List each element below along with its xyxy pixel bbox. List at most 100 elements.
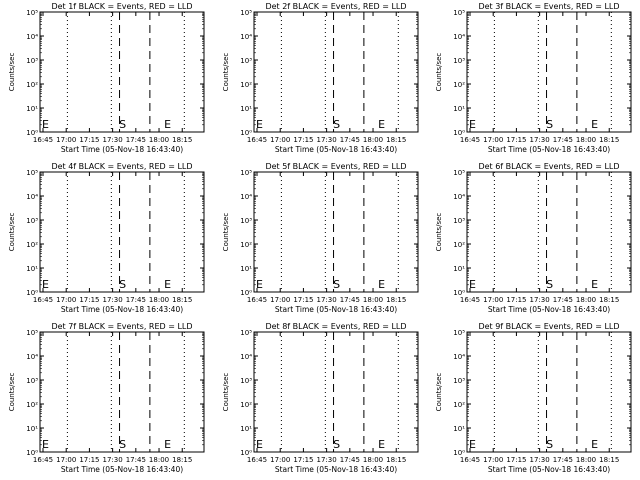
x-tick-label: 17:45 (126, 296, 146, 304)
x-tick-label: 17:00 (270, 296, 290, 304)
y-axis-label: Counts/sec (8, 213, 16, 252)
x-tick-label: 18:00 (149, 296, 169, 304)
annotation-s: S (546, 278, 553, 291)
x-tick-label: 17:45 (553, 296, 573, 304)
panel-title: Det 9f BLACK = Events, RED = LLD (478, 322, 619, 331)
x-tick-label: 17:00 (56, 136, 76, 144)
y-axis-label: Counts/sec (435, 53, 443, 92)
annotation-s: S (546, 118, 553, 131)
x-tick-label: 18:15 (172, 136, 192, 144)
x-tick-label: 18:15 (172, 456, 192, 464)
y-tick-label: 10⁴ (240, 33, 252, 41)
x-tick-label: 17:15 (79, 456, 99, 464)
panel-4: Det 4f BLACK = Events, RED = LLD 10⁰ 10¹ 10… (8, 162, 205, 314)
x-tick-label: 17:00 (56, 296, 76, 304)
y-tick-label: 10⁰ (240, 129, 252, 137)
annotation-e: E (256, 118, 263, 131)
x-tick-label: 16:45 (460, 296, 480, 304)
y-tick-label: 10² (453, 241, 465, 249)
x-tick-label: 17:45 (126, 136, 146, 144)
x-tick-label: 17:00 (270, 456, 290, 464)
y-tick-label: 10⁵ (240, 169, 252, 177)
x-tick-label: 18:15 (386, 456, 406, 464)
annotation-e: E (164, 438, 171, 451)
x-axis-label: Start Time (05-Nov-18 16:43:40) (61, 465, 183, 474)
x-tick-label: 18:00 (576, 296, 596, 304)
plot-frame (253, 11, 419, 133)
annotation-e: E (164, 118, 171, 131)
y-tick-label: 10² (453, 81, 465, 89)
x-tick-label: 17:45 (553, 136, 573, 144)
x-tick-label: 16:45 (33, 136, 53, 144)
x-tick-label: 18:15 (599, 296, 619, 304)
y-tick-label: 10⁰ (453, 449, 465, 457)
y-tick-label: 10⁵ (26, 329, 38, 337)
x-tick-label: 18:00 (363, 296, 383, 304)
panel-title: Det 5f BLACK = Events, RED = LLD (265, 162, 406, 171)
y-tick-label: 10³ (240, 57, 252, 65)
x-tick-label: 17:30 (317, 296, 337, 304)
annotation-e: E (42, 118, 49, 131)
panel-2: Det 2f BLACK = Events, RED = LLD 10⁰ 10¹ 10… (222, 2, 419, 154)
x-tick-label: 17:30 (317, 456, 337, 464)
y-tick-label: 10² (26, 401, 38, 409)
y-tick-label: 10⁴ (26, 193, 38, 201)
x-tick-label: 18:00 (576, 456, 596, 464)
y-tick-label: 10³ (26, 57, 38, 65)
y-tick-label: 10³ (26, 217, 38, 225)
y-tick-label: 10⁴ (453, 353, 465, 361)
y-tick-label: 10⁰ (453, 129, 465, 137)
y-tick-label: 10² (240, 81, 252, 89)
x-tick-label: 16:45 (33, 456, 53, 464)
y-tick-label: 10² (26, 81, 38, 89)
y-tick-label: 10² (453, 401, 465, 409)
x-axis-label: Start Time (05-Nov-18 16:43:40) (275, 305, 397, 314)
x-tick-label: 17:00 (483, 456, 503, 464)
y-tick-label: 10³ (26, 377, 38, 385)
annotation-e: E (469, 438, 476, 451)
y-tick-label: 10³ (240, 377, 252, 385)
x-tick-label: 17:45 (340, 136, 360, 144)
y-tick-label: 10² (240, 401, 252, 409)
x-tick-label: 16:45 (247, 296, 267, 304)
x-axis-label: Start Time (05-Nov-18 16:43:40) (275, 145, 397, 154)
x-tick-label: 17:30 (103, 296, 123, 304)
y-tick-label: 10⁵ (453, 169, 465, 177)
plot-frame (253, 331, 419, 453)
x-tick-label: 17:30 (530, 456, 550, 464)
panel-3: Det 3f BLACK = Events, RED = LLD 10⁰ 10¹ 10… (435, 2, 632, 154)
x-tick-label: 17:15 (506, 296, 526, 304)
x-tick-label: 18:15 (599, 456, 619, 464)
x-tick-label: 17:15 (506, 136, 526, 144)
x-tick-label: 17:15 (79, 136, 99, 144)
annotation-e: E (591, 438, 598, 451)
plot-frame (466, 331, 632, 453)
annotation-s: S (119, 278, 126, 291)
x-tick-label: 18:00 (363, 136, 383, 144)
panel-8: Det 8f BLACK = Events, RED = LLD 10⁰ 10¹ 10… (222, 322, 419, 474)
x-axis-label: Start Time (05-Nov-18 16:43:40) (488, 465, 610, 474)
y-tick-label: 10¹ (453, 425, 465, 433)
y-axis-label: Counts/sec (435, 213, 443, 252)
annotation-e: E (469, 278, 476, 291)
x-tick-label: 17:00 (270, 136, 290, 144)
y-tick-label: 10⁰ (240, 289, 252, 297)
panel-title: Det 7f BLACK = Events, RED = LLD (51, 322, 192, 331)
panel-5: Det 5f BLACK = Events, RED = LLD 10⁰ 10¹ 10… (222, 162, 419, 314)
x-tick-label: 17:30 (317, 136, 337, 144)
plot-frame (253, 171, 419, 293)
y-tick-label: 10⁵ (453, 9, 465, 17)
y-tick-label: 10¹ (26, 425, 38, 433)
y-tick-label: 10⁴ (453, 193, 465, 201)
panel-1: Det 1f BLACK = Events, RED = LLD 10⁰ 10¹ 10… (8, 2, 205, 154)
plot-frame (39, 11, 205, 133)
x-axis-label: Start Time (05-Nov-18 16:43:40) (488, 305, 610, 314)
y-tick-label: 10³ (453, 57, 465, 65)
y-tick-label: 10⁰ (26, 289, 38, 297)
x-tick-label: 17:00 (56, 456, 76, 464)
x-tick-label: 17:00 (483, 296, 503, 304)
x-tick-label: 16:45 (247, 456, 267, 464)
x-tick-label: 16:45 (247, 136, 267, 144)
y-tick-label: 10⁵ (240, 9, 252, 17)
